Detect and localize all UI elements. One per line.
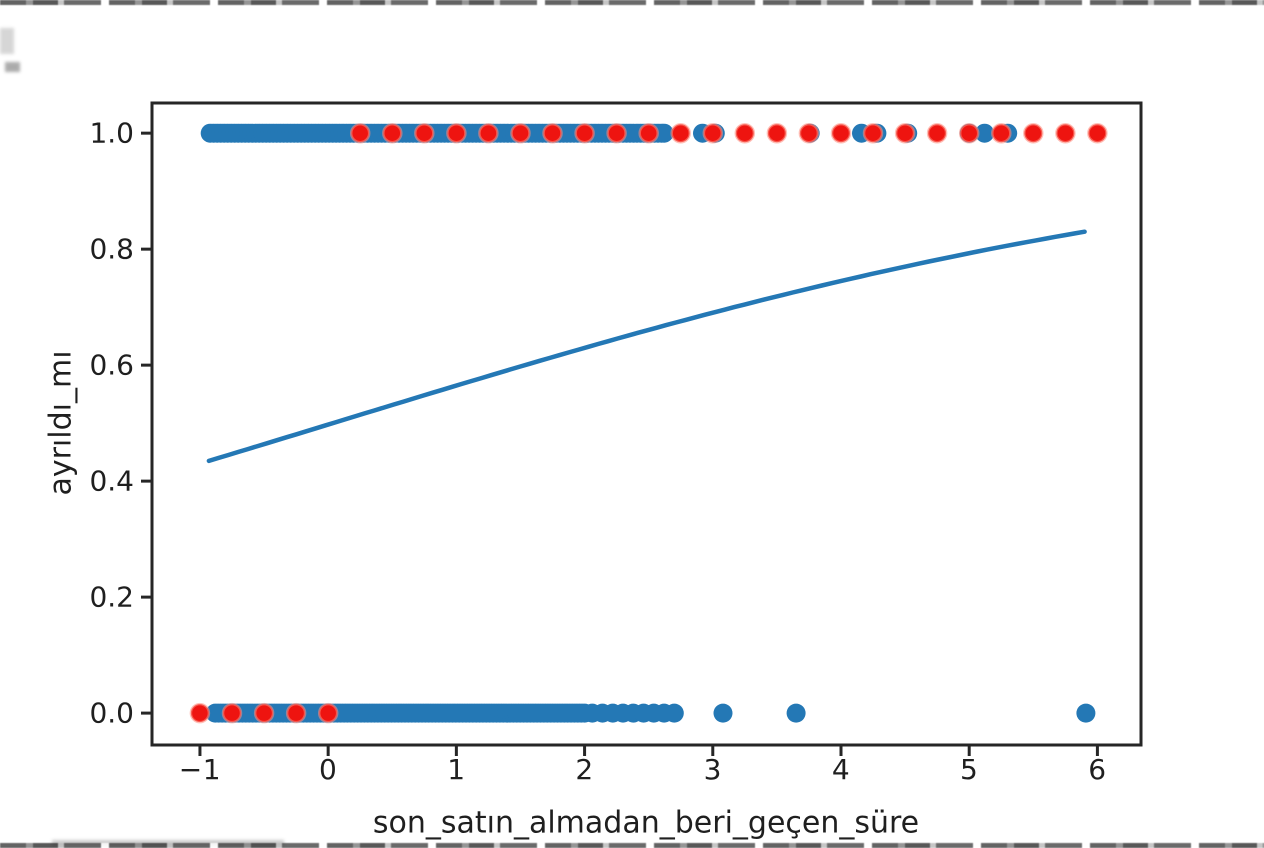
- blue-scatter-dot: [1076, 703, 1096, 723]
- red-scatter-dot: [702, 122, 724, 144]
- red-scatter-dot: [766, 122, 788, 144]
- x-tick-label: 0: [318, 753, 338, 786]
- blue-scatter-dot: [975, 123, 995, 143]
- red-scatter-dot: [510, 122, 531, 144]
- red-scatter-dot: [574, 122, 595, 144]
- red-scatter-dot: [830, 122, 852, 144]
- x-tick-label: 1: [447, 753, 466, 786]
- red-scatter-dot: [189, 702, 211, 724]
- blue-scatter-dot: [654, 123, 674, 143]
- x-tick-label: 2: [575, 753, 594, 786]
- jpeg-artifact-smudge: [0, 28, 14, 54]
- red-scatter-dot: [253, 702, 275, 724]
- y-tick-label: 0.8: [89, 232, 134, 266]
- x-axis-label: son_satın_almadan_beri_geçen_süre: [372, 805, 920, 841]
- logistic-fit-curve: [206, 229, 1087, 464]
- red-scatter-dot: [285, 702, 307, 724]
- x-tick-label: 4: [831, 753, 851, 786]
- plot-spines: [150, 101, 1143, 747]
- red-scatter-dot: [606, 122, 627, 144]
- red-scatter-dot: [670, 122, 691, 144]
- red-scatter-dot: [798, 122, 820, 144]
- red-scatter-dot: [478, 122, 499, 144]
- red-scatter-dot: [221, 702, 243, 724]
- y-tick-label: 0.6: [89, 348, 134, 382]
- y-tick-label: 0.2: [89, 580, 134, 614]
- jpeg-artifact-smudge: [5, 62, 20, 72]
- red-scatter-dot: [1087, 122, 1108, 144]
- red-scatter-dot: [991, 122, 1012, 144]
- x-tick-label: 3: [703, 753, 722, 786]
- y-tick-label: 1.0: [89, 116, 134, 150]
- blue-scatter-dot: [786, 703, 806, 723]
- red-scatter-dot: [734, 122, 756, 144]
- red-scatter-dot: [862, 122, 884, 144]
- red-scatter-dot: [638, 122, 659, 144]
- blue-scatter-dot: [713, 703, 733, 723]
- red-scatter-dot: [894, 122, 916, 144]
- x-tick-label: −1: [178, 753, 222, 786]
- red-scatter-dot: [382, 122, 403, 144]
- x-tick-label: 5: [960, 753, 979, 786]
- y-tick-label: 0.0: [89, 696, 134, 730]
- y-tick-label: 0.4: [89, 464, 134, 498]
- red-scatter-dot: [926, 122, 948, 144]
- red-scatter-dot: [317, 702, 339, 724]
- red-scatter-dot: [958, 122, 980, 144]
- blue-scatter-dot: [664, 703, 684, 723]
- red-scatter-dot: [542, 122, 563, 144]
- red-scatter-dot: [446, 122, 467, 144]
- red-scatter-dot: [414, 122, 435, 144]
- red-scatter-dot: [349, 122, 371, 144]
- red-scatter-dot: [1023, 122, 1044, 144]
- jpeg-artifact-band-top: [0, 0, 1264, 5]
- red-scatter-dot: [1055, 122, 1076, 144]
- x-tick-label: 6: [1088, 753, 1107, 786]
- jpeg-artifact-band-bottom: [0, 843, 1264, 848]
- y-axis-label: ayrıldı_mı: [43, 350, 79, 496]
